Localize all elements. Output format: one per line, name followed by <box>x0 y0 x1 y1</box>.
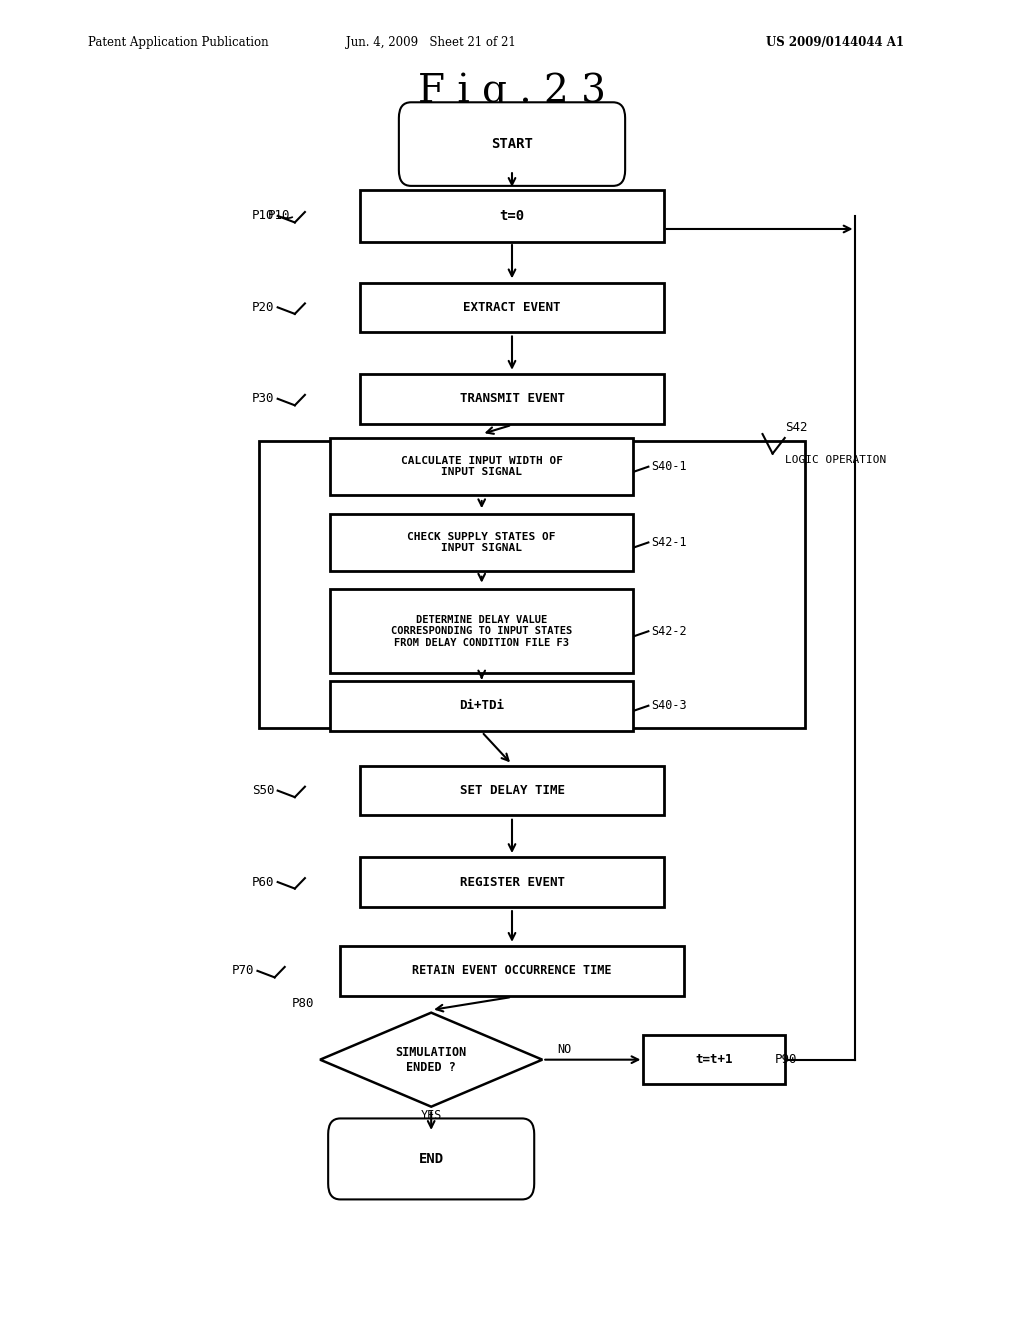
Text: Di+TDi: Di+TDi <box>459 700 504 713</box>
Text: SIMULATION
ENDED ?: SIMULATION ENDED ? <box>395 1045 467 1073</box>
Bar <box>360 374 664 424</box>
Bar <box>330 681 633 730</box>
FancyBboxPatch shape <box>399 102 625 186</box>
Bar <box>330 513 633 572</box>
Text: P70: P70 <box>231 965 254 977</box>
Text: P10: P10 <box>252 210 274 223</box>
Bar <box>330 590 633 673</box>
Text: Jun. 4, 2009   Sheet 21 of 21: Jun. 4, 2009 Sheet 21 of 21 <box>346 36 516 49</box>
Text: EXTRACT EVENT: EXTRACT EVENT <box>463 301 561 314</box>
Text: END: END <box>419 1152 443 1166</box>
Text: t=0: t=0 <box>500 209 524 223</box>
Text: t=t+1: t=t+1 <box>695 1053 733 1067</box>
Bar <box>360 190 664 242</box>
Text: P10: P10 <box>267 210 290 223</box>
Text: P20: P20 <box>252 301 274 314</box>
Text: CALCULATE INPUT WIDTH OF
INPUT SIGNAL: CALCULATE INPUT WIDTH OF INPUT SIGNAL <box>400 455 563 478</box>
Text: TRANSMIT EVENT: TRANSMIT EVENT <box>460 392 564 405</box>
Text: P30: P30 <box>252 392 274 405</box>
Text: RETAIN EVENT OCCURRENCE TIME: RETAIN EVENT OCCURRENCE TIME <box>413 965 611 977</box>
Text: P60: P60 <box>252 875 274 888</box>
Text: P90: P90 <box>774 1053 797 1067</box>
Text: S50: S50 <box>252 784 274 797</box>
Polygon shape <box>321 1012 543 1106</box>
Bar <box>259 441 805 727</box>
Text: S42: S42 <box>784 421 807 434</box>
Bar <box>360 282 664 333</box>
Bar <box>360 766 664 816</box>
Text: CHECK SUPPLY STATES OF
INPUT SIGNAL: CHECK SUPPLY STATES OF INPUT SIGNAL <box>408 532 556 553</box>
Text: YES: YES <box>421 1109 442 1122</box>
Text: REGISTER EVENT: REGISTER EVENT <box>460 875 564 888</box>
Text: S42-2: S42-2 <box>651 624 687 638</box>
Bar <box>643 1035 784 1085</box>
Text: US 2009/0144044 A1: US 2009/0144044 A1 <box>766 36 904 49</box>
Bar <box>360 857 664 907</box>
Text: Patent Application Publication: Patent Application Publication <box>88 36 268 49</box>
Text: START: START <box>492 137 532 150</box>
FancyBboxPatch shape <box>328 1118 535 1200</box>
Text: DETERMINE DELAY VALUE
CORRESPONDING TO INPUT STATES
FROM DELAY CONDITION FILE F3: DETERMINE DELAY VALUE CORRESPONDING TO I… <box>391 615 572 648</box>
Text: P80: P80 <box>292 997 314 1010</box>
Text: S42-1: S42-1 <box>651 536 687 549</box>
Text: LOGIC OPERATION: LOGIC OPERATION <box>784 455 886 465</box>
Bar <box>330 438 633 495</box>
Text: S40-3: S40-3 <box>651 700 687 713</box>
Text: F i g . 2 3: F i g . 2 3 <box>418 73 606 111</box>
Text: SET DELAY TIME: SET DELAY TIME <box>460 784 564 797</box>
Text: S40-1: S40-1 <box>651 461 687 473</box>
Text: NO: NO <box>557 1043 571 1056</box>
Bar <box>340 946 684 995</box>
